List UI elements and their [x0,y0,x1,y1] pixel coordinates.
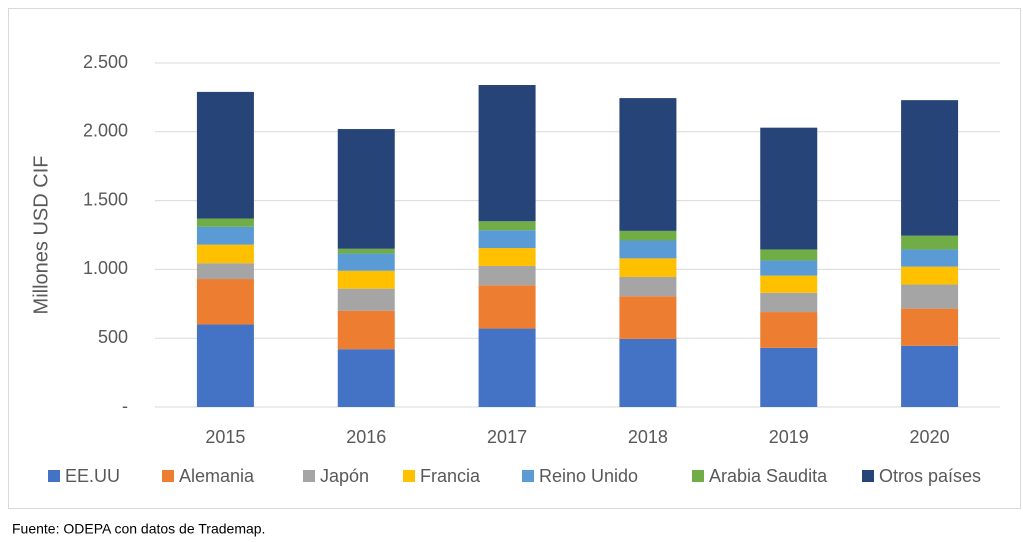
bar-segment [337,288,395,311]
bar-segment [337,349,395,407]
bar-segment [478,328,536,407]
bar-segment [337,248,395,254]
bar-segment [337,129,395,249]
legend-swatch [48,470,60,482]
bar-segment [619,338,677,407]
bar-segment [901,284,959,309]
y-tick-label: 2.500 [83,52,128,72]
bar-segment [478,248,536,266]
legend-label: Alemania [179,466,255,486]
y-tick-label: 1.500 [83,189,128,209]
bar-segment [196,226,254,245]
x-tick-label: 2017 [487,427,527,447]
legend-label: Francia [420,466,481,486]
bar-segment [619,276,677,297]
legend-label: Japón [320,466,369,486]
y-tick-label: 1.000 [83,258,128,278]
y-tick-label: 500 [98,327,128,347]
bar-segment [760,127,818,250]
bar-segment [760,347,818,407]
x-tick-label: 2018 [628,427,668,447]
bar-segment [760,312,818,348]
bar-segment [760,249,818,261]
legend-swatch [162,470,174,482]
bar-segment [760,292,818,313]
bar-segment [196,244,254,264]
legend-label: Arabia Saudita [709,466,828,486]
bar-segment [337,270,395,289]
bar-segment [478,265,536,286]
y-tick-label: - [122,396,128,416]
y-tick-label: 2.000 [83,121,128,141]
legend-label: Reino Unido [539,466,638,486]
bar-segment [619,258,677,277]
legend-swatch [522,470,534,482]
bar-segment [901,345,959,407]
y-axis-label: Millones USD CIF [30,156,52,315]
bar-segment [337,253,395,271]
bar-segment [196,218,254,227]
bar-segment [901,100,959,236]
bar-segment [901,266,959,285]
x-tick-label: 2016 [346,427,386,447]
bar-segment [478,85,536,222]
legend-label: EE.UU [65,466,120,486]
x-tick-label: 2020 [910,427,950,447]
legend-label: Otros países [879,466,981,486]
bar-segment [478,221,536,231]
bar-segment [478,285,536,329]
bar-segment [619,296,677,339]
x-tick-label: 2019 [769,427,809,447]
chart-border [8,8,1021,509]
x-tick-label: 2015 [205,427,245,447]
legend-swatch [303,470,315,482]
bar-segment [196,91,254,219]
legend-swatch [862,470,874,482]
bar-segment [760,275,818,293]
bar-segment [901,308,959,346]
bar-segment [619,98,677,231]
bar-segment [901,235,959,250]
bar-segment [478,230,536,249]
legend-swatch [692,470,704,482]
bar-segment [901,249,959,267]
bar-segment [196,263,254,280]
bar-segment [337,310,395,350]
source-note: Fuente: ODEPA con datos de Trademap. [12,521,265,537]
bar-segment [619,230,677,241]
bar-segment [196,279,254,325]
legend-swatch [403,470,415,482]
bar-segment [196,324,254,407]
bar-segment [760,260,818,276]
bar-segment [619,240,677,259]
